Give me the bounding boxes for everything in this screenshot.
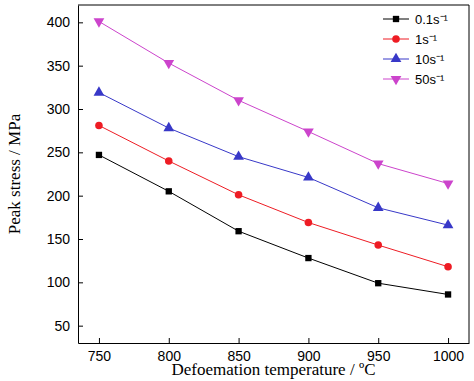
tick: 50: [54, 318, 83, 334]
point: [303, 171, 314, 180]
point: [235, 228, 241, 234]
chart: 7508008509009501000501001502002503003504…: [0, 0, 474, 381]
point: [165, 157, 173, 165]
frame: [469, 5, 470, 343]
series-line: [99, 21, 448, 183]
point: [445, 291, 451, 297]
tick: 300: [47, 101, 83, 117]
tick-label: 300: [47, 101, 71, 117]
tick-label: 50: [54, 318, 70, 334]
point: [94, 18, 105, 27]
point: [303, 128, 314, 137]
tick-mark: [78, 282, 83, 283]
tick: 400: [47, 14, 83, 30]
point: [163, 60, 174, 69]
legend-marker: [391, 76, 402, 85]
y-axis-title: Peak stress / MPa: [5, 113, 24, 234]
legend-label: 10s⁻¹: [415, 52, 445, 67]
tick-mark: [78, 239, 83, 240]
series-line: [99, 155, 448, 295]
tick-label: 100: [47, 274, 71, 290]
tick-mark: [78, 22, 83, 23]
legend-entry: 10s⁻¹: [383, 52, 445, 67]
marks: [94, 18, 454, 297]
y-axis: 50 100 150 200 250 300 350 400: [47, 6, 83, 344]
point: [444, 263, 452, 271]
tick-mark: [448, 338, 449, 343]
tick-label: 350: [47, 58, 71, 74]
series-line: [99, 125, 448, 266]
legend-marker: [392, 35, 400, 43]
legend: 0.1s⁻¹ 1s⁻¹ 10s⁻¹ 50s⁻¹: [383, 12, 449, 87]
series-line: [99, 93, 448, 226]
legend-entry: 1s⁻¹: [383, 32, 438, 47]
legend-label: 1s⁻¹: [415, 32, 438, 47]
point: [94, 86, 105, 95]
tick-mark: [239, 338, 240, 343]
point: [305, 255, 311, 261]
tick: 200: [47, 188, 83, 204]
tick-mark: [78, 152, 83, 153]
legend-entry: 0.1s⁻¹: [383, 12, 449, 27]
tick-mark: [308, 338, 309, 343]
legend-label: 0.1s⁻¹: [415, 12, 449, 27]
axis-line: [78, 6, 79, 344]
point: [373, 202, 384, 211]
plot: 7508008509009501000501001502002503003504…: [47, 5, 470, 364]
tick-mark: [78, 109, 83, 110]
point: [375, 280, 381, 286]
point: [233, 150, 244, 159]
point: [166, 188, 172, 194]
point: [163, 122, 174, 131]
tick-mark: [169, 338, 170, 343]
tick-mark: [78, 66, 83, 67]
point: [443, 219, 454, 228]
tick-label: 250: [47, 144, 71, 160]
tick-label: 150: [47, 231, 71, 247]
point: [96, 152, 102, 158]
point: [233, 97, 244, 106]
tick-label: 1000: [433, 348, 464, 364]
tick-label: 200: [47, 188, 71, 204]
legend-entry: 50s⁻¹: [383, 72, 445, 87]
tick-mark: [78, 326, 83, 327]
tick-label: 750: [88, 348, 112, 364]
legend-marker: [393, 16, 399, 22]
tick: 1000: [433, 338, 464, 364]
tick: 100: [47, 274, 83, 290]
tick-mark: [378, 338, 379, 343]
point: [374, 241, 382, 249]
legend-label: 50s⁻¹: [415, 72, 445, 87]
tick: 750: [88, 338, 112, 364]
tick: 350: [47, 58, 83, 74]
point: [95, 122, 103, 130]
point: [443, 180, 454, 189]
tick-mark: [78, 196, 83, 197]
tick: 250: [47, 144, 83, 160]
tick-label: 400: [47, 14, 71, 30]
x-axis-title: Defoemation temperature / ºC: [172, 360, 376, 379]
point: [235, 191, 243, 199]
tick-mark: [99, 338, 100, 343]
axis-line: [79, 343, 470, 344]
point: [373, 160, 384, 169]
point: [305, 219, 313, 227]
frame: [78, 5, 469, 6]
legend-marker: [391, 53, 402, 62]
tick: 150: [47, 231, 83, 247]
